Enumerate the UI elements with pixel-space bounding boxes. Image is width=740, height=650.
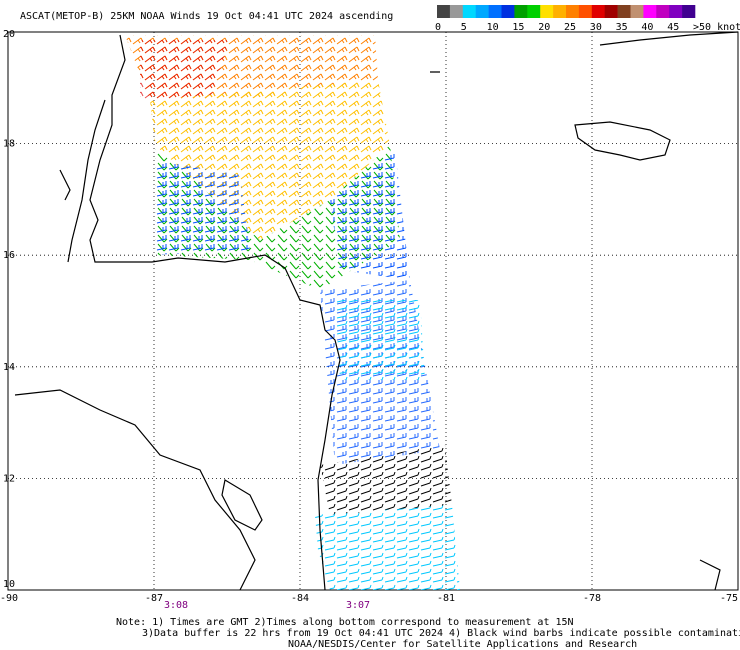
colorbar-swatch bbox=[617, 5, 631, 18]
colorbar-swatch bbox=[630, 5, 644, 18]
colorbar-swatch bbox=[566, 5, 580, 18]
lon-label: -84 bbox=[291, 593, 309, 604]
colorbar-swatch bbox=[437, 5, 451, 18]
swath-region bbox=[320, 445, 452, 515]
lat-label: 18 bbox=[3, 139, 15, 150]
colorbar-swatch bbox=[462, 5, 476, 18]
colorbar-label: 35 bbox=[616, 22, 628, 33]
note-line: Note: 1) Times are GMT 2)Times along bot… bbox=[116, 617, 574, 628]
lat-label: 12 bbox=[3, 473, 15, 484]
colorbar-label: 40 bbox=[641, 22, 653, 33]
lat-label: 16 bbox=[3, 250, 15, 261]
colorbar-label: 10 bbox=[487, 22, 499, 33]
colorbar-label: 30 bbox=[590, 22, 602, 33]
note-line: NOAA/NESDIS/Center for Satellite Applica… bbox=[288, 639, 637, 650]
title: ASCAT(METOP-B) 25KM NOAA Winds 19 Oct 04… bbox=[20, 11, 393, 22]
colorbar: 0 5 10 15 20 25 30 35 40 45 >50 knots bbox=[435, 5, 740, 33]
lon-label: -78 bbox=[583, 593, 601, 604]
lon-label: -75 bbox=[720, 593, 738, 604]
lon-label: -81 bbox=[437, 593, 455, 604]
note-line: 3)Data buffer is 22 hrs from 19 Oct 04:4… bbox=[142, 628, 740, 639]
lon-label: -87 bbox=[145, 593, 163, 604]
colorbar-swatch bbox=[604, 5, 618, 18]
colorbar-swatch bbox=[578, 5, 593, 18]
swath-region bbox=[330, 150, 410, 280]
swath-region bbox=[155, 160, 250, 255]
colorbar-swatch bbox=[669, 5, 683, 18]
colorbar-swatch bbox=[643, 5, 657, 18]
swath-region bbox=[335, 300, 425, 380]
colorbar-label: 45 bbox=[667, 22, 679, 33]
wind-swath bbox=[125, 35, 460, 590]
colorbar-swatch bbox=[449, 5, 464, 18]
colorbar-swatch bbox=[514, 5, 528, 18]
colorbar-swatch bbox=[553, 5, 567, 18]
coastlines bbox=[14, 31, 739, 591]
colorbar-swatch bbox=[591, 5, 605, 18]
swath-region bbox=[315, 505, 460, 590]
colorbar-swatch bbox=[540, 5, 554, 18]
colorbar-swatch bbox=[501, 5, 515, 18]
colorbar-label: >50 knots bbox=[693, 22, 740, 33]
colorbar-label: 25 bbox=[564, 22, 576, 33]
swath-region bbox=[140, 40, 230, 100]
colorbar-label: 15 bbox=[512, 22, 524, 33]
lon-label: -90 bbox=[0, 593, 18, 604]
colorbar-label: 0 bbox=[435, 22, 441, 33]
lat-label: 20 bbox=[3, 29, 15, 40]
lat-label: 14 bbox=[3, 362, 15, 373]
pass-time: 3:07 bbox=[346, 600, 370, 611]
lat-label: 10 bbox=[3, 579, 15, 590]
colorbar-swatch bbox=[656, 5, 670, 18]
pass-time: 3:08 bbox=[164, 600, 188, 611]
colorbar-swatch bbox=[488, 5, 502, 18]
colorbar-label: 20 bbox=[538, 22, 550, 33]
colorbar-label: 5 bbox=[461, 22, 467, 33]
colorbar-swatch bbox=[682, 5, 696, 18]
colorbar-swatch bbox=[475, 5, 489, 18]
colorbar-swatch bbox=[527, 5, 541, 18]
